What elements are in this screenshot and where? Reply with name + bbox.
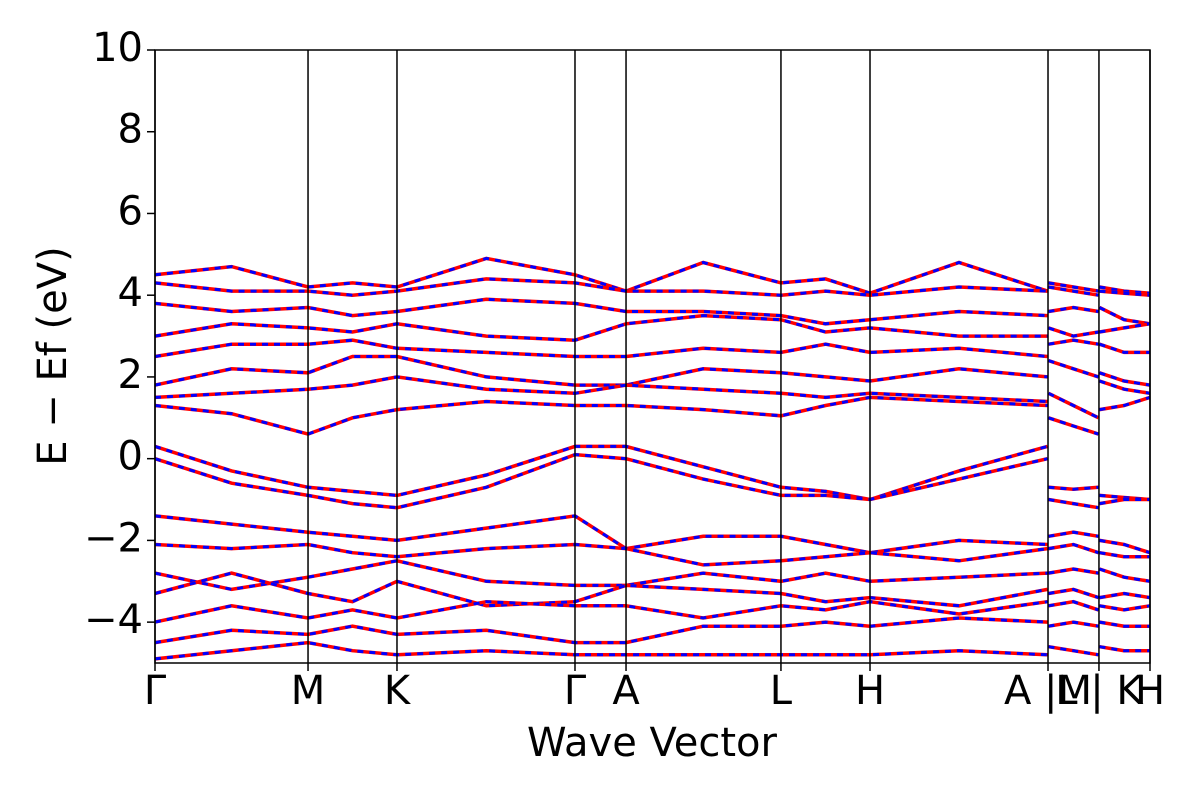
plot-area xyxy=(154,256,1151,661)
band-line xyxy=(154,444,1151,502)
band-line-dashed xyxy=(154,277,1151,297)
y-tick-label: −4 xyxy=(84,597,143,643)
band-line xyxy=(154,452,1150,510)
x-tick-label: Γ xyxy=(144,668,167,714)
band-line-dashed xyxy=(154,395,1151,436)
band-line-dashed xyxy=(154,600,1151,624)
y-tick-label: 4 xyxy=(118,270,143,316)
band-line-dashed xyxy=(154,355,1151,387)
band-line-dashed xyxy=(154,453,1150,510)
x-tick-label: Γ xyxy=(564,668,587,714)
axes-frame xyxy=(154,49,1151,664)
y-tick-label: 0 xyxy=(118,434,143,480)
band-line xyxy=(154,375,1151,420)
band-line-dashed xyxy=(154,297,1151,326)
x-tick-label: H xyxy=(1135,668,1165,714)
band-line-dashed xyxy=(154,514,1151,555)
y-tick-label: −2 xyxy=(84,515,143,561)
band-line-dashed xyxy=(154,542,1150,567)
y-tick-label: 10 xyxy=(92,25,143,71)
y-tick-label: 6 xyxy=(118,188,143,234)
x-tick-label: L | K xyxy=(1055,668,1144,714)
band-line-dashed xyxy=(154,256,1151,295)
band-line xyxy=(154,542,1150,567)
band-line-dashed xyxy=(154,375,1151,420)
x-tick-label: H xyxy=(855,668,885,714)
band-line xyxy=(154,338,1150,359)
band-line-dashed xyxy=(154,616,1150,645)
y-tick-label: 2 xyxy=(118,352,143,398)
x-tick-label: A xyxy=(612,668,640,714)
x-tick-label: K xyxy=(384,668,412,714)
y-axis-label: E − Ef (eV) xyxy=(30,246,76,465)
band-line xyxy=(154,640,1150,661)
band-line-dashed xyxy=(154,444,1151,502)
band-line-dashed xyxy=(154,641,1150,661)
band-line-dashed xyxy=(154,338,1150,358)
band-line-dashed xyxy=(154,559,1151,591)
band-line-dashed xyxy=(154,571,1151,608)
x-tick-label: L xyxy=(770,668,793,714)
x-axis-label: Wave Vector xyxy=(527,720,778,766)
band-line xyxy=(154,616,1150,645)
band-line-dashed xyxy=(154,314,1151,342)
y-tick-label: 8 xyxy=(118,107,143,153)
x-tick-label: A |M xyxy=(1004,668,1092,714)
band-line xyxy=(154,514,1151,555)
x-tick-label: M xyxy=(291,668,326,714)
